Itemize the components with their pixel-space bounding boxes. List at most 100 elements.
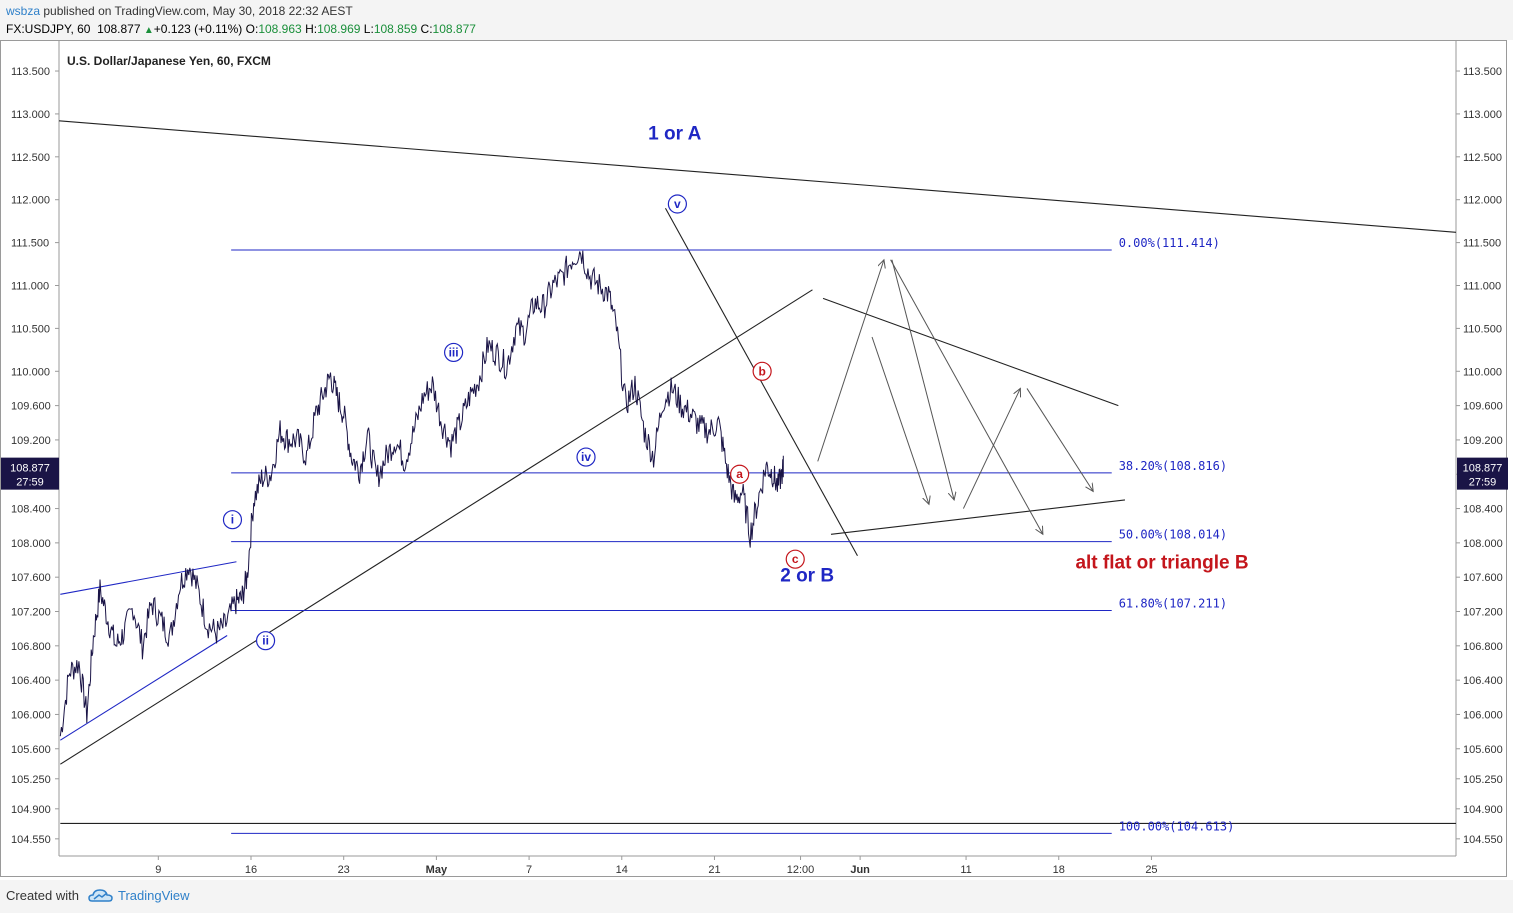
y-tick-label-right: 106.400 — [1463, 675, 1503, 687]
wave-label-text: iii — [449, 345, 459, 359]
publish-header: wsbza published on TradingView.com, May … — [0, 0, 1513, 40]
x-tick-label: Jun — [850, 864, 870, 876]
y-tick-label-right: 111.000 — [1463, 281, 1501, 293]
y-tick-label-right: 108.400 — [1463, 504, 1503, 516]
y-tick-label-left: 113.500 — [11, 66, 50, 78]
wave-label-circle[interactable] — [730, 464, 750, 484]
chart-canvas[interactable]: U.S. Dollar/Japanese Yen, 60, FXCM 113.5… — [1, 41, 1508, 878]
x-tick-label: 25 — [1145, 864, 1157, 876]
high-value: 108.969 — [317, 22, 361, 36]
low-label: L: — [363, 22, 374, 36]
trend-line[interactable] — [60, 289, 813, 765]
y-tick-label-left: 105.600 — [11, 744, 51, 756]
x-tick-label: 12:00 — [787, 864, 815, 876]
trend-line[interactable] — [664, 208, 858, 557]
close-label: C: — [420, 22, 433, 36]
y-tick-label-left: 109.200 — [11, 435, 51, 447]
fib-level-label: 50.00%(108.014) — [1119, 528, 1227, 542]
x-tick-label: May — [426, 864, 448, 876]
ohlc-info: FX:USDJPY, 60 108.877 ▲+0.123 (+0.11%) O… — [6, 22, 476, 36]
last-price-tag — [1457, 457, 1508, 490]
y-tick-label-right: 107.200 — [1463, 607, 1503, 619]
y-tick-label-right: 104.550 — [1463, 834, 1503, 846]
wave-annotation: 1 or A — [648, 124, 701, 145]
close-value: 108.877 — [432, 22, 476, 36]
y-tick-label-left: 105.250 — [11, 774, 51, 786]
projection-arrow[interactable] — [962, 388, 1020, 509]
y-tick-label-left: 111.500 — [11, 238, 49, 250]
wedge-line[interactable] — [60, 561, 237, 595]
y-tick-label-right: 113.500 — [1463, 66, 1502, 78]
trend-line[interactable] — [830, 499, 1126, 535]
last-price-tag-price: 108.877 — [1463, 463, 1503, 475]
y-tick-label-right: 110.000 — [1463, 366, 1502, 378]
fib-level-label: 61.80%(107.211) — [1119, 597, 1227, 611]
wave-annotation: alt flat or triangle B — [1075, 553, 1248, 574]
x-tick-label: 16 — [245, 864, 257, 876]
low-value: 108.859 — [373, 22, 418, 36]
y-tick-label-right: 110.500 — [1463, 323, 1502, 335]
open-value: 108.963 — [258, 22, 302, 36]
wave-label-circle[interactable] — [785, 549, 805, 569]
trend-line[interactable] — [58, 120, 1457, 233]
footer-brand[interactable]: TradingView — [118, 888, 190, 903]
price-series-line[interactable] — [59, 250, 784, 737]
wave-label-text: b — [758, 364, 765, 378]
y-tick-label-right: 105.600 — [1463, 744, 1503, 756]
y-tick-label-right: 113.000 — [1463, 109, 1502, 121]
wave-label-circle[interactable] — [222, 510, 243, 530]
fib-level-label: 38.20%(108.816) — [1119, 459, 1227, 473]
x-tick-label: 18 — [1053, 864, 1065, 876]
projection-arrow[interactable] — [890, 259, 1043, 535]
chart-title: U.S. Dollar/Japanese Yen, 60, FXCM — [67, 54, 271, 68]
y-tick-label-right: 112.000 — [1463, 195, 1502, 207]
projection-arrow[interactable] — [1026, 388, 1093, 491]
chart-area[interactable]: U.S. Dollar/Japanese Yen, 60, FXCM 113.5… — [0, 40, 1508, 878]
x-tick-label: 23 — [338, 864, 350, 876]
tradingview-cloud-icon[interactable] — [88, 886, 114, 906]
y-tick-label-left: 108.400 — [11, 504, 51, 516]
y-tick-label-left: 104.550 — [11, 834, 51, 846]
y-tick-label-right: 107.600 — [1463, 572, 1503, 584]
y-tick-label-right: 105.250 — [1463, 774, 1503, 786]
y-tick-label-right: 106.000 — [1463, 709, 1503, 721]
wave-label-circle[interactable] — [576, 447, 596, 467]
last-price: 108.877 — [97, 22, 141, 36]
trend-line[interactable] — [822, 297, 1119, 407]
wave-label-circle[interactable] — [255, 631, 276, 651]
last-price-tag — [1, 457, 59, 490]
fib-level-label: 0.00%(111.414) — [1119, 236, 1220, 250]
author-link[interactable]: wsbza — [6, 4, 41, 18]
publish-date: published on TradingView.com, May 30, 20… — [43, 4, 353, 18]
wedge-line[interactable] — [60, 635, 228, 741]
y-tick-label-right: 109.200 — [1463, 435, 1503, 447]
y-tick-label-right: 109.600 — [1463, 401, 1503, 413]
fib-level-label: 100.00%(104.613) — [1119, 819, 1235, 833]
y-tick-label-left: 107.200 — [11, 607, 51, 619]
last-price-tag-countdown: 27:59 — [1469, 477, 1497, 489]
y-tick-label-right: 106.800 — [1463, 641, 1503, 653]
wave-label-circle[interactable] — [444, 342, 464, 363]
y-tick-label-left: 109.600 — [11, 401, 51, 413]
wave-label-circle[interactable] — [667, 194, 687, 214]
wave-label-circle[interactable] — [752, 361, 772, 381]
y-tick-label-right: 112.500 — [1463, 152, 1502, 164]
projection-arrow[interactable] — [871, 336, 929, 504]
wave-label-text: a — [736, 467, 743, 481]
x-tick-label: 9 — [155, 864, 161, 876]
projection-arrow[interactable] — [817, 260, 884, 462]
projection-arrow[interactable] — [891, 259, 954, 500]
wave-label-text: c — [792, 552, 799, 566]
price-change: +0.123 (+0.11%) — [153, 22, 243, 36]
x-tick-label: 21 — [708, 864, 720, 876]
y-tick-label-left: 108.000 — [11, 538, 51, 550]
y-tick-label-left: 110.000 — [11, 366, 50, 378]
y-tick-label-right: 104.900 — [1463, 804, 1503, 816]
open-label: O: — [245, 22, 259, 36]
wave-label-text: i — [231, 513, 234, 527]
last-price-tag-countdown: 27:59 — [16, 477, 44, 489]
up-arrow-icon: ▲ — [143, 25, 154, 36]
y-tick-label-right: 111.500 — [1463, 238, 1501, 250]
y-tick-label-left: 112.500 — [11, 152, 50, 164]
x-tick-label: 14 — [616, 864, 628, 876]
